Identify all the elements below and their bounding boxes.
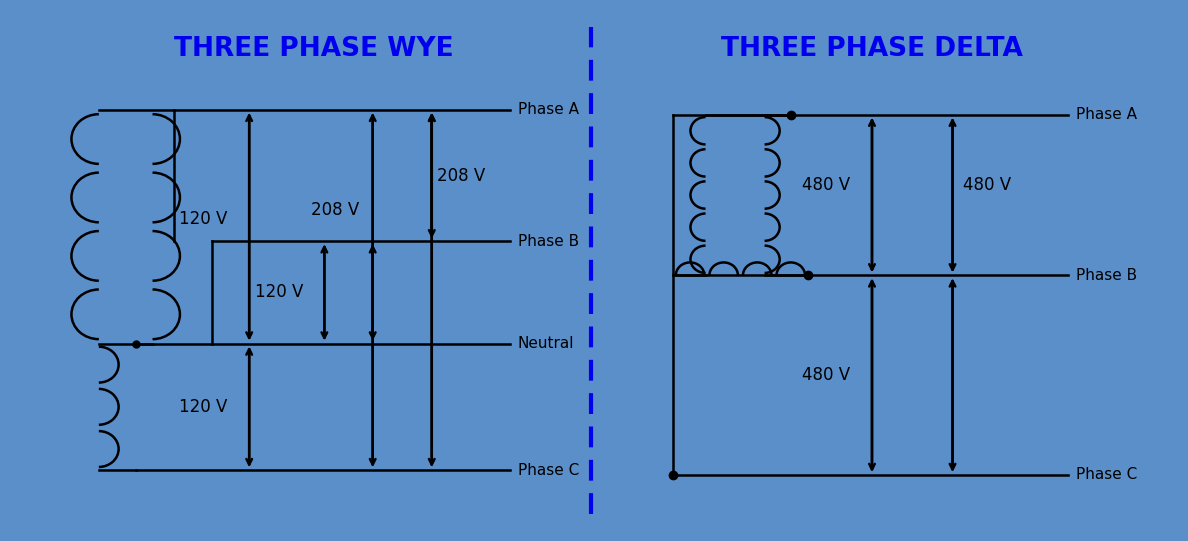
Text: Phase B: Phase B [518,234,579,249]
Text: THREE PHASE DELTA: THREE PHASE DELTA [721,36,1023,62]
Text: Phase B: Phase B [1076,268,1137,283]
Text: 480 V: 480 V [963,176,1011,194]
Text: 120 V: 120 V [254,283,303,301]
Text: THREE PHASE WYE: THREE PHASE WYE [173,36,454,62]
Text: Phase C: Phase C [1076,467,1137,483]
Text: 480 V: 480 V [802,366,851,384]
Text: Neutral: Neutral [518,336,574,351]
Text: 120 V: 120 V [179,210,228,228]
Text: Phase A: Phase A [1076,107,1137,122]
Text: Phase C: Phase C [518,463,579,478]
Text: 208 V: 208 V [311,201,359,219]
Text: 480 V: 480 V [802,176,851,194]
Text: 208 V: 208 V [437,167,486,184]
Text: 120 V: 120 V [179,398,228,416]
Text: Phase A: Phase A [518,102,579,117]
